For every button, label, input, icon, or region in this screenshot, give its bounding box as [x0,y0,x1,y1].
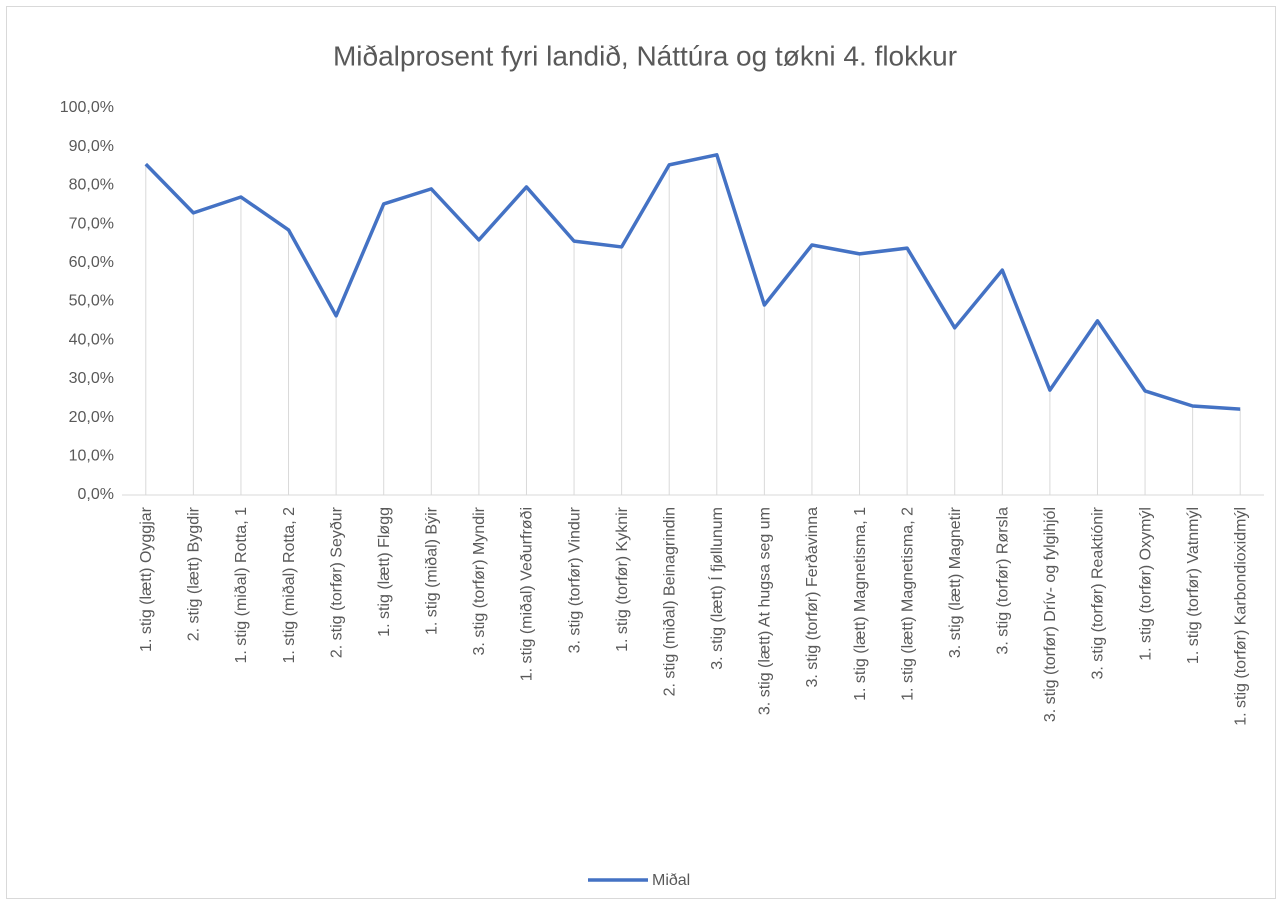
legend-label: Miðal [652,872,690,889]
chart-border [6,6,1276,899]
x-tick-label: 2. stig (lætt) Bygdir [186,506,203,641]
x-tick-label: 1. stig (miðal) Býir [424,506,441,635]
x-tick-label: 2. stig (torfør) Seyður [328,506,345,658]
y-tick-label: 40,0% [69,331,114,348]
y-tick-label: 0,0% [78,486,114,503]
x-tick-label: 1. stig (miðal) Veðurfrøði [519,507,536,681]
series-line [144,153,1241,411]
x-tick-label: 3. stig (torfør) Myndir [471,506,488,655]
x-tick-label: 1. stig (lætt) Oyggjar [138,506,155,652]
x-tick-label: 3. stig (torfør) Reaktiónir [1090,506,1107,679]
y-tick-label: 70,0% [69,215,114,232]
x-tick-label: 1. stig (lætt) Fløgg [376,507,393,637]
x-tick-label: 3. stig (torfør) Drív- og fylgihjól [1042,507,1059,722]
x-tick-label: 1. stig (torfør) Oxymýl [1137,507,1154,661]
y-tick-label: 80,0% [69,177,114,194]
y-tick-label: 20,0% [69,409,114,426]
x-tick-label: 3. stig (torfør) Rørsla [995,507,1012,655]
y-tick-label: 30,0% [69,370,114,387]
chart-title: Miðalprosent fyri landið, Náttúra og tøk… [333,40,957,71]
x-tick-label: 1. stig (torfør) Karbondioxidmýl [1232,507,1249,726]
x-tick-label: 2. stig (miðal) Beinagrindin [661,507,678,696]
x-tick-label: 1. stig (torfør) Kyknir [614,506,631,652]
x-tick-label: 3. stig (lætt) Magnetir [947,506,964,658]
y-tick-label: 50,0% [69,293,114,310]
x-tick-label: 3. stig (torfør) Ferðavinna [804,507,821,688]
x-tick-label: 1. stig (lætt) Magnetisma, 1 [852,507,869,701]
x-tick-label: 3. stig (lætt) At hugsa seg um [757,507,774,715]
x-tick-label: 1. stig (torfør) Vatnmýl [1185,507,1202,664]
x-tick-label: 1. stig (miðal) Rotta, 1 [233,507,250,664]
y-tick-label: 100,0% [60,99,114,116]
x-tick-label: 1. stig (miðal) Rotta, 2 [281,507,298,664]
y-tick-label: 90,0% [69,138,114,155]
x-tick-label: 1. stig (lætt) Magnetisma, 2 [899,507,916,701]
x-tick-label: 3. stig (torfør) Vindur [566,506,583,653]
x-tick-label: 3. stig (lætt) Í fjøllunum [707,507,726,670]
y-tick-label: 10,0% [69,448,114,465]
y-tick-label: 60,0% [69,254,114,271]
